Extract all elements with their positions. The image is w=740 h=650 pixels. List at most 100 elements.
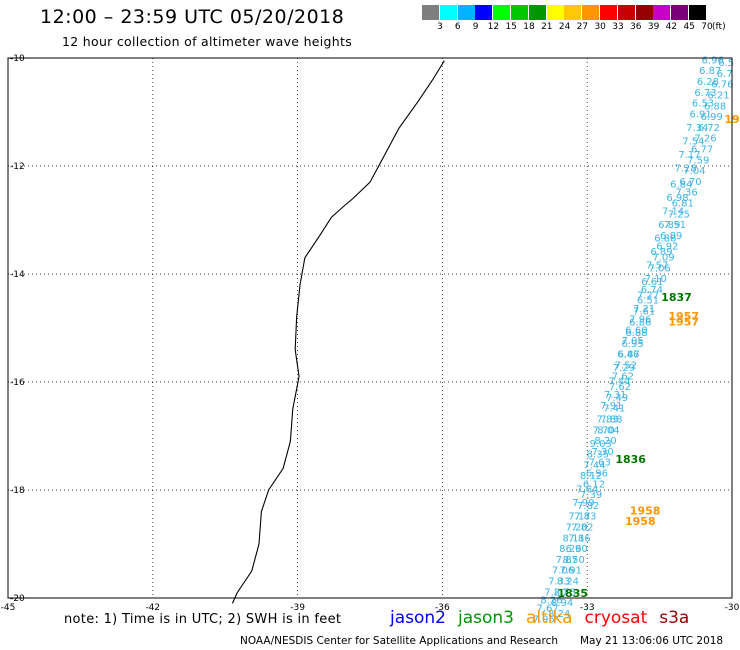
footer-credit: NOAA/NESDIS Center for Satellite Applica…: [240, 635, 558, 647]
wave-height-label: 7.88: [600, 415, 622, 426]
wave-height-label: 6.5: [718, 58, 734, 69]
wave-height-label: 8.50: [563, 555, 585, 566]
pass-time-label: 1835: [557, 587, 588, 600]
wave-height-label: 7.91: [600, 401, 622, 412]
wave-height-label: 6.74: [641, 285, 663, 296]
legend-swatch-label: 70: [701, 22, 713, 32]
legend-swatch-label: 9: [472, 22, 479, 32]
lat-tick-label: -16: [10, 378, 25, 388]
legend-swatch-label: 45: [683, 22, 695, 32]
legend-swatch: [689, 5, 706, 20]
legend-swatch-label: 24: [558, 22, 571, 32]
wave-height-label: 6.51: [637, 296, 659, 307]
wave-height-label: 7.17: [678, 150, 700, 161]
wave-height-label: 9.03: [590, 439, 612, 450]
wave-height-label: 7.30: [592, 447, 614, 458]
wave-height-label: 6.7: [717, 69, 733, 80]
wave-height-label: 6.87: [699, 66, 721, 77]
lat-tick-label: -20: [10, 594, 25, 604]
wave-height-label: 6.21: [707, 91, 729, 102]
wave-height-label: 8.35: [587, 450, 609, 461]
wave-height-label: 7.51: [664, 220, 686, 231]
footer-timestamp: May 21 13:06:06 UTC 2018: [580, 635, 724, 647]
legend-swatch: [671, 5, 689, 20]
wave-height-label: 7.26: [694, 134, 716, 145]
pass-time-label: 1837: [661, 291, 692, 304]
wave-height-label: 6.60: [625, 325, 647, 336]
wave-height-label: 7.49: [606, 393, 628, 404]
pass-time-label: 1836: [615, 453, 646, 466]
legend-swatch-label: 12: [487, 22, 500, 32]
wave-height-label: 7.36: [675, 188, 697, 199]
wave-height-label: 7.91: [560, 566, 582, 577]
satellite-legend-item: jason2: [390, 608, 446, 628]
wave-height-label: 7.05: [621, 336, 643, 347]
wave-height-label: 7.27: [637, 290, 659, 301]
wave-height-label: 7.44: [583, 460, 605, 471]
wave-height-label: 7.06: [648, 263, 670, 274]
wave-height-label: 7.99: [572, 498, 594, 509]
wave-height-label: 7.44: [608, 377, 630, 388]
wave-height-label: 7.86: [568, 533, 590, 544]
map-frame: [7, 57, 733, 599]
wave-height-label: 7.25: [668, 209, 690, 220]
wave-height-label: 8.26: [559, 544, 581, 555]
wave-height-label: 7.31: [604, 390, 626, 401]
wave-height-label: 8.24: [548, 609, 570, 620]
satellite-legend-item: altika: [526, 608, 573, 628]
legend-swatch-label: 42: [665, 22, 678, 32]
legend-swatch: [600, 5, 617, 20]
wave-height-label: 7.83: [596, 415, 618, 426]
wave-height-label: 7.14: [662, 207, 684, 218]
legend-swatch: [564, 5, 582, 20]
legend-swatch-label: 6: [454, 22, 461, 32]
wave-height-label: 7.96: [629, 315, 651, 326]
wave-height-label: 7.29: [613, 363, 635, 374]
legend-swatch-label: 36: [630, 22, 642, 32]
wave-height-label: 6.88: [654, 234, 676, 245]
wave-height-label: 7.82: [571, 523, 593, 534]
wave-height-label: 8.24: [557, 577, 579, 588]
satellite-tracks: 6.966.876.286.736.536.917.347.547.177.28…: [533, 55, 735, 625]
wave-height-label: 6.12: [583, 479, 605, 490]
wave-height-label: 7.57: [646, 261, 668, 272]
wave-height-label: 6.53: [692, 99, 714, 110]
lat-tick-label: -14: [10, 270, 25, 280]
pass-time-label: 1957: [668, 310, 699, 323]
lon-tick-label: -45: [1, 603, 16, 613]
wave-height-label: 6.77: [691, 145, 713, 156]
wave-height-label: 6.95: [621, 339, 643, 350]
lon-tick-label: -42: [145, 603, 160, 613]
pass-time-label: 1957: [668, 315, 699, 328]
wave-height-label: 6.89: [650, 247, 672, 258]
wave-height-label: 6.88: [625, 328, 647, 339]
wave-height-label: 8.12: [580, 471, 602, 482]
legend-swatch-label: 15: [505, 22, 517, 32]
satellite-legend-item: jason3: [458, 608, 514, 628]
legend-unit: (ft): [712, 22, 726, 32]
lon-tick-label: -30: [725, 603, 740, 613]
wave-height-label: 7.06: [552, 566, 574, 577]
wave-height-label: 6.73: [694, 88, 716, 99]
wave-height-label: 7.41: [603, 404, 625, 415]
wave-height-label: 8.26: [540, 595, 562, 606]
wave-height-label: 6.90: [565, 544, 587, 555]
lat-tick-label: -18: [10, 486, 25, 496]
wave-height-label: 6.89: [660, 231, 682, 242]
coastline: [231, 60, 445, 604]
wave-height-label: 7.82: [577, 501, 599, 512]
legend-swatch-label: 30: [594, 22, 606, 32]
wave-height-label: 8.94: [551, 598, 573, 609]
wave-height-label: 7.83: [574, 512, 596, 523]
wave-height-label: 7.20: [565, 523, 587, 534]
page-subtitle: 12 hour collection of altimeter wave hei…: [62, 34, 353, 49]
wave-height-label: 7.20: [544, 587, 566, 598]
grid-lines: [8, 58, 732, 598]
satellite-legend-item: s3a: [659, 608, 690, 628]
legend-swatch-label: 18: [523, 22, 535, 32]
note-text: note: 1) Time is in UTC; 2) SWH is in fe…: [64, 612, 342, 627]
wave-height-label: 7.95: [533, 614, 555, 625]
wave-height-label: 6.88: [704, 101, 726, 112]
